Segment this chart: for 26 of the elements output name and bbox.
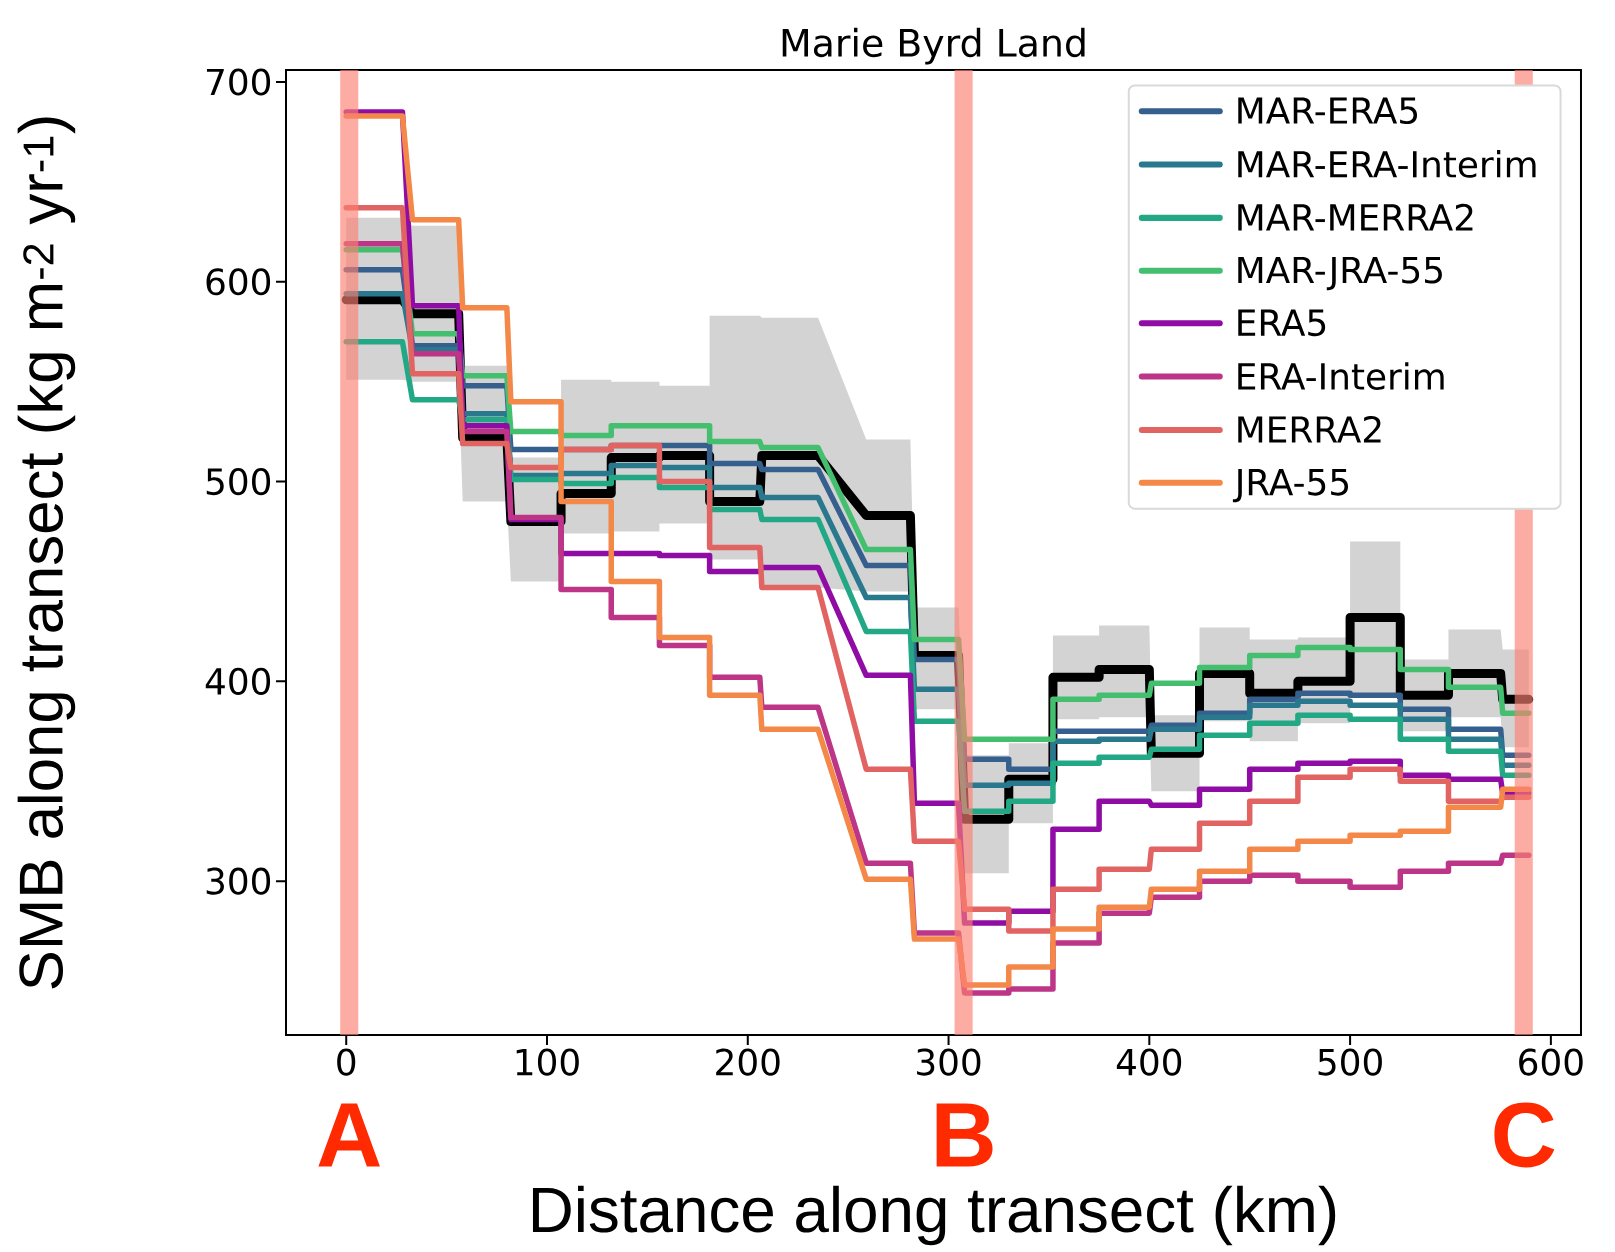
y-tick-label: 700 xyxy=(206,68,271,96)
y-tick-label: 500 xyxy=(206,468,271,496)
y-tick-label: 400 xyxy=(205,667,271,695)
legend-label: MAR-ERA-Interim xyxy=(1238,150,1536,178)
legend-label: JRA-55 xyxy=(1232,469,1349,503)
legend-label: MERRA2 xyxy=(1238,415,1381,443)
x-tick-label: 0 xyxy=(337,1048,356,1076)
x-tick-label: 100 xyxy=(516,1048,579,1076)
x-tick-label: 300 xyxy=(917,1048,981,1076)
x-tick-label: 200 xyxy=(716,1048,780,1076)
band-label: B xyxy=(936,1103,993,1167)
band-label: C xyxy=(1494,1102,1555,1168)
x-tick-label: 600 xyxy=(1519,1048,1583,1076)
band-label: A xyxy=(318,1103,380,1167)
legend-label: ERA-Interim xyxy=(1238,362,1444,390)
x-tick-label: 400 xyxy=(1116,1048,1182,1076)
x-axis-title: Distance along transect (km) xyxy=(532,1185,1336,1246)
legend-label: MAR-MERRA2 xyxy=(1238,203,1473,231)
legend-label: MAR-ERA5 xyxy=(1238,97,1418,125)
y-tick-label: 300 xyxy=(206,867,271,895)
x-tick-label: 500 xyxy=(1318,1048,1382,1076)
chart-title: Marie Byrd Land xyxy=(782,27,1085,65)
y-tick-label: 600 xyxy=(206,268,271,296)
legend-label: ERA5 xyxy=(1238,309,1326,337)
legend-label: MAR-JRA-55 xyxy=(1238,256,1442,291)
y-axis-title: SMB along transect (kg m$^{-2}$ yr$^{-1}$) xyxy=(17,117,76,989)
